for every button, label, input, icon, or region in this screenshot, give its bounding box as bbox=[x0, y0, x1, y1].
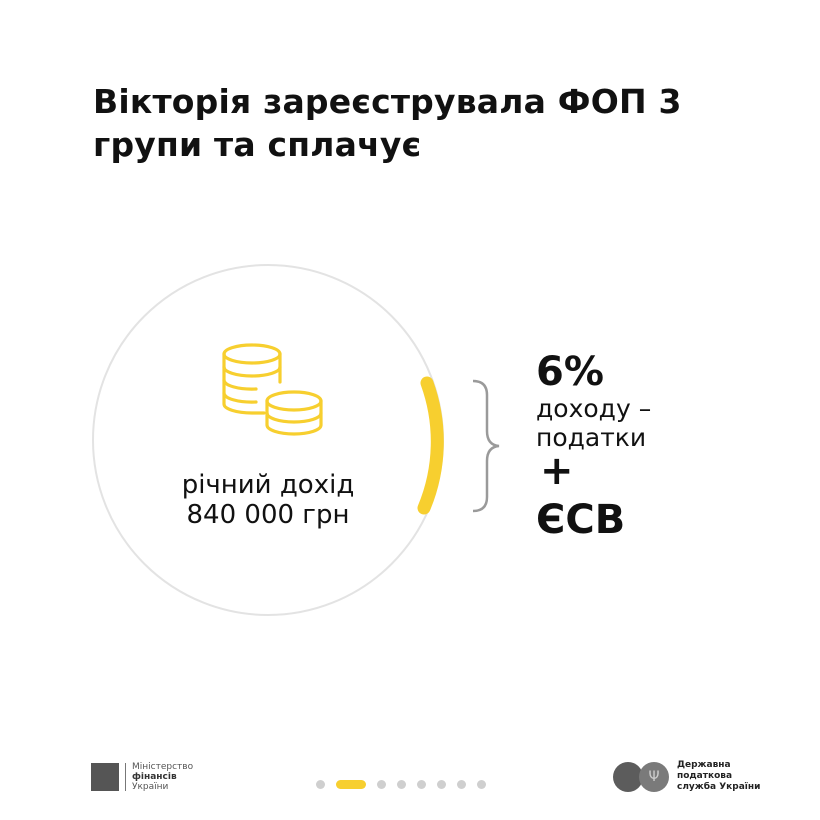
tax-percent: 6% bbox=[536, 349, 604, 395]
trident-icon: Ψ bbox=[639, 761, 669, 792]
page-dot-5[interactable] bbox=[417, 780, 426, 789]
progress-arc bbox=[417, 376, 444, 515]
page-dot-8[interactable] bbox=[477, 780, 486, 789]
divider bbox=[125, 763, 126, 791]
page-dot-3[interactable] bbox=[377, 780, 386, 789]
page-dot-1[interactable] bbox=[316, 780, 325, 789]
page-dot-4[interactable] bbox=[397, 780, 406, 789]
ministry-logo: Міністерство фінансів України bbox=[91, 762, 193, 792]
logo-circle-icon bbox=[613, 761, 643, 792]
trident-icon bbox=[91, 763, 119, 791]
page-dot-7[interactable] bbox=[457, 780, 466, 789]
page-title: Вікторія зареєструвала ФОП 3 групи та сп… bbox=[93, 82, 682, 164]
brace-icon bbox=[472, 379, 500, 513]
coins-icon bbox=[222, 343, 323, 436]
tax-service-logo: Ψ Державна податкова служба України bbox=[613, 760, 760, 793]
page-dot-2-active[interactable] bbox=[336, 780, 366, 789]
plus-sign: + bbox=[540, 448, 574, 494]
esv-label: ЄСВ bbox=[536, 497, 626, 543]
page-dot-6[interactable] bbox=[437, 780, 446, 789]
annual-income: річний дохід 840 000 грн bbox=[181, 470, 355, 530]
income-circle bbox=[92, 264, 444, 616]
tax-summary: 6% доходу – податки + ЄСВ bbox=[536, 349, 652, 543]
pagination bbox=[316, 780, 486, 789]
